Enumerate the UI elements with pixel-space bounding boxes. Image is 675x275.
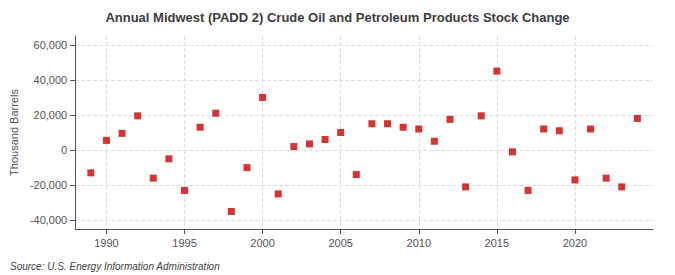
svg-text:2015: 2015 <box>485 237 509 249</box>
svg-text:Thousand Barrels: Thousand Barrels <box>8 89 20 176</box>
svg-text:2005: 2005 <box>328 237 352 249</box>
svg-text:-20,000: -20,000 <box>30 179 67 191</box>
svg-text:2010: 2010 <box>407 237 431 249</box>
svg-text:-40,000: -40,000 <box>30 214 67 226</box>
svg-text:2020: 2020 <box>563 237 587 249</box>
svg-text:Annual Midwest (PADD 2) Crude: Annual Midwest (PADD 2) Crude Oil and Pe… <box>105 10 569 25</box>
svg-text:1990: 1990 <box>94 237 118 249</box>
svg-text:Source: U.S. Energy Informatio: Source: U.S. Energy Information Administ… <box>10 261 220 272</box>
svg-text:0: 0 <box>61 144 67 156</box>
svg-text:60,000: 60,000 <box>34 39 68 51</box>
svg-text:40,000: 40,000 <box>34 74 68 86</box>
svg-text:1995: 1995 <box>172 237 196 249</box>
svg-text:2000: 2000 <box>250 237 274 249</box>
svg-text:20,000: 20,000 <box>34 109 68 121</box>
